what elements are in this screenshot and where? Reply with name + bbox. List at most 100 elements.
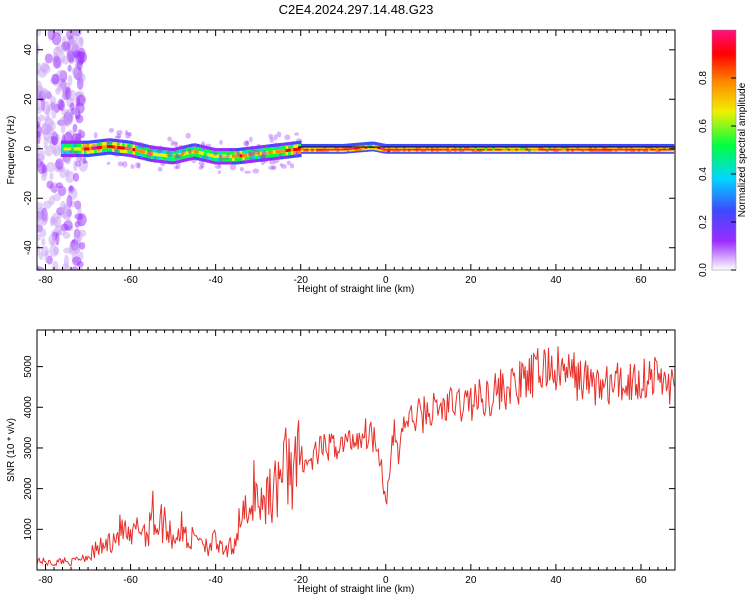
spectrogram-cell <box>584 147 588 151</box>
spectrogram-cell <box>441 147 445 151</box>
spectrogram-cell <box>63 143 67 148</box>
spectrogram-cell <box>191 143 195 147</box>
spectrogram-cell <box>594 143 598 148</box>
spectrogram-cell <box>653 150 657 154</box>
spectrogram-cell <box>127 150 131 154</box>
spectrogram-cell <box>520 150 524 154</box>
spectrogram-scatter-cell <box>97 148 101 152</box>
spectrogram-scatter-cell <box>116 129 123 136</box>
spectrogram-cell <box>152 152 157 156</box>
spectrogram-cell <box>510 143 514 148</box>
spectrogram-cell <box>300 148 305 153</box>
spectrogram-x-label: Height of straight line (km) <box>298 284 415 295</box>
spectrogram-cell <box>178 156 182 160</box>
spectrogram-cell <box>584 148 588 153</box>
spectrogram-cell <box>545 147 550 151</box>
spectrogram-cell <box>140 146 144 150</box>
spectrogram-cell <box>288 141 292 146</box>
spectrogram-cell <box>272 153 277 157</box>
spectrogram-noise-cell <box>51 213 59 226</box>
spectrogram-cell <box>655 148 659 153</box>
spectrogram-cell <box>272 147 277 151</box>
spectrogram-cell <box>152 149 157 153</box>
spectrogram-cell <box>114 148 118 153</box>
spectrogram-cell <box>479 147 483 151</box>
spectrogram-cell <box>619 150 624 154</box>
spectrogram-scatter-cell <box>198 165 204 170</box>
spectrogram-scatter-cell <box>72 144 77 148</box>
spectrogram-noise-cell <box>59 200 67 212</box>
spectrogram-cell <box>293 141 297 145</box>
spectrogram-scatter-cell <box>82 160 88 164</box>
spectrogram-scatter-cell <box>166 150 172 158</box>
spectrogram-cell <box>68 150 72 154</box>
spectrogram-cell <box>226 157 231 162</box>
spectrogram-cell <box>142 153 146 157</box>
spectrogram-cell <box>339 147 343 151</box>
spectrogram-cell <box>224 157 228 162</box>
spectrogram-cell <box>425 147 430 151</box>
spectrogram-cell <box>351 143 356 147</box>
spectrogram-cell <box>461 148 465 153</box>
spectrogram-cell <box>431 147 435 151</box>
spectrogram-scatter-cell <box>202 155 209 160</box>
spectrogram-scatter-cell <box>253 149 260 155</box>
spectrogram-cell <box>122 143 126 147</box>
spectrogram-cell <box>571 148 575 153</box>
spectrogram-cell <box>599 143 603 148</box>
spectrogram-cell <box>374 143 379 147</box>
spectrogram-noise-cell <box>57 185 67 197</box>
spectrogram-cell <box>311 148 315 153</box>
spectrogram-cell <box>655 150 659 154</box>
spectrogram-cell <box>446 143 450 148</box>
spectrogram-scatter-cell <box>191 156 197 164</box>
spectrogram-cell <box>553 148 557 153</box>
colorbar-gradient <box>711 29 737 271</box>
spectrogram-cell <box>568 150 573 154</box>
spectrogram-cell <box>369 148 374 152</box>
spectrogram-cell <box>653 147 657 151</box>
spectrogram-cell <box>170 147 174 152</box>
spectrogram-cell <box>106 148 111 152</box>
spectrogram-noise-cell <box>41 123 51 135</box>
spectrogram-cells <box>37 30 675 270</box>
spectrogram-scatter-cell <box>187 148 194 153</box>
spectrogram-cell <box>94 146 98 150</box>
spectrogram-cell <box>61 150 65 154</box>
spectrogram-cell <box>193 146 197 150</box>
spectrogram-cell <box>464 150 468 154</box>
spectrogram-cell <box>83 147 88 151</box>
spectrogram-cell <box>237 147 241 152</box>
spectrogram-cell <box>101 148 106 152</box>
spectrogram-cell <box>528 150 532 154</box>
spectrogram-cell <box>482 147 486 151</box>
spectrogram-cell <box>73 140 77 144</box>
spectrogram-cell <box>660 148 664 153</box>
spectrogram-cell <box>119 152 123 156</box>
spectrogram-cell <box>81 150 85 154</box>
spectrogram-cell <box>237 157 241 161</box>
spectrogram-cell <box>318 150 322 154</box>
spectrogram-cell <box>349 148 353 152</box>
spectrogram-cell <box>632 148 636 153</box>
spectrogram-cell <box>382 146 386 151</box>
spectrogram-cell <box>170 151 174 155</box>
spectrogram-cell <box>647 150 652 154</box>
spectrogram-cell <box>512 148 516 153</box>
spectrogram-cell <box>364 147 368 151</box>
spectrogram-noise-cell <box>51 73 60 85</box>
spectrogram-cell <box>459 150 463 154</box>
spectrogram-cell <box>308 143 312 148</box>
spectrogram-cell <box>443 148 448 153</box>
spectrogram-cell <box>354 147 358 152</box>
spectrogram-scatter-cell <box>173 141 178 145</box>
spectrogram-cell <box>494 143 499 148</box>
spectrogram-cell <box>658 148 662 153</box>
spectrogram-y-tick-label: 0 <box>23 146 34 152</box>
spectrogram-noise-cell <box>72 123 78 133</box>
spectrogram-cell <box>604 148 608 153</box>
spectrogram-cell <box>632 147 636 151</box>
spectrogram-cell <box>247 159 251 164</box>
spectrogram-cell <box>114 142 118 146</box>
spectrogram-cell <box>576 148 580 153</box>
